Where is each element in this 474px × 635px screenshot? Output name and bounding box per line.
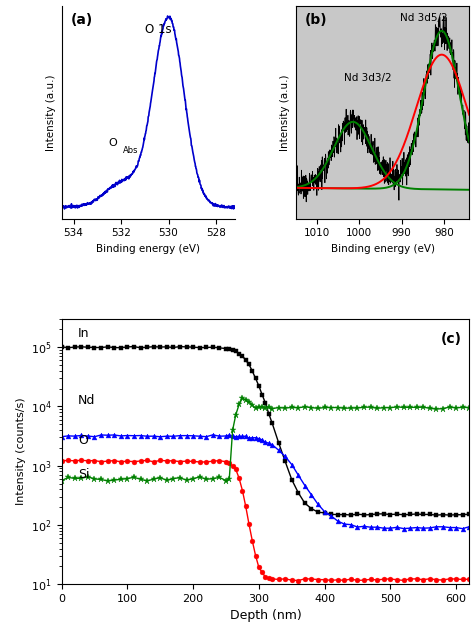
X-axis label: Binding energy (eV): Binding energy (eV) bbox=[96, 244, 201, 254]
Text: O: O bbox=[78, 434, 88, 446]
Text: (c): (c) bbox=[441, 332, 462, 346]
Text: Nd 3d5/2: Nd 3d5/2 bbox=[400, 13, 447, 23]
X-axis label: Binding energy (eV): Binding energy (eV) bbox=[330, 244, 435, 254]
Text: (a): (a) bbox=[70, 13, 92, 27]
Text: In: In bbox=[78, 328, 90, 340]
X-axis label: Depth (nm): Depth (nm) bbox=[229, 610, 301, 622]
Text: Nd: Nd bbox=[78, 394, 95, 407]
Text: (b): (b) bbox=[304, 13, 327, 27]
Text: O: O bbox=[109, 138, 117, 148]
Text: O 1s: O 1s bbox=[146, 23, 172, 36]
Y-axis label: Intensity (a.u.): Intensity (a.u.) bbox=[46, 74, 56, 150]
Y-axis label: Intensity (a.u.): Intensity (a.u.) bbox=[280, 74, 290, 150]
Y-axis label: Intensity (counts/s): Intensity (counts/s) bbox=[16, 398, 26, 505]
Text: Abs: Abs bbox=[123, 147, 139, 156]
Text: Nd 3d3/2: Nd 3d3/2 bbox=[345, 72, 392, 83]
Text: Si: Si bbox=[78, 468, 90, 481]
